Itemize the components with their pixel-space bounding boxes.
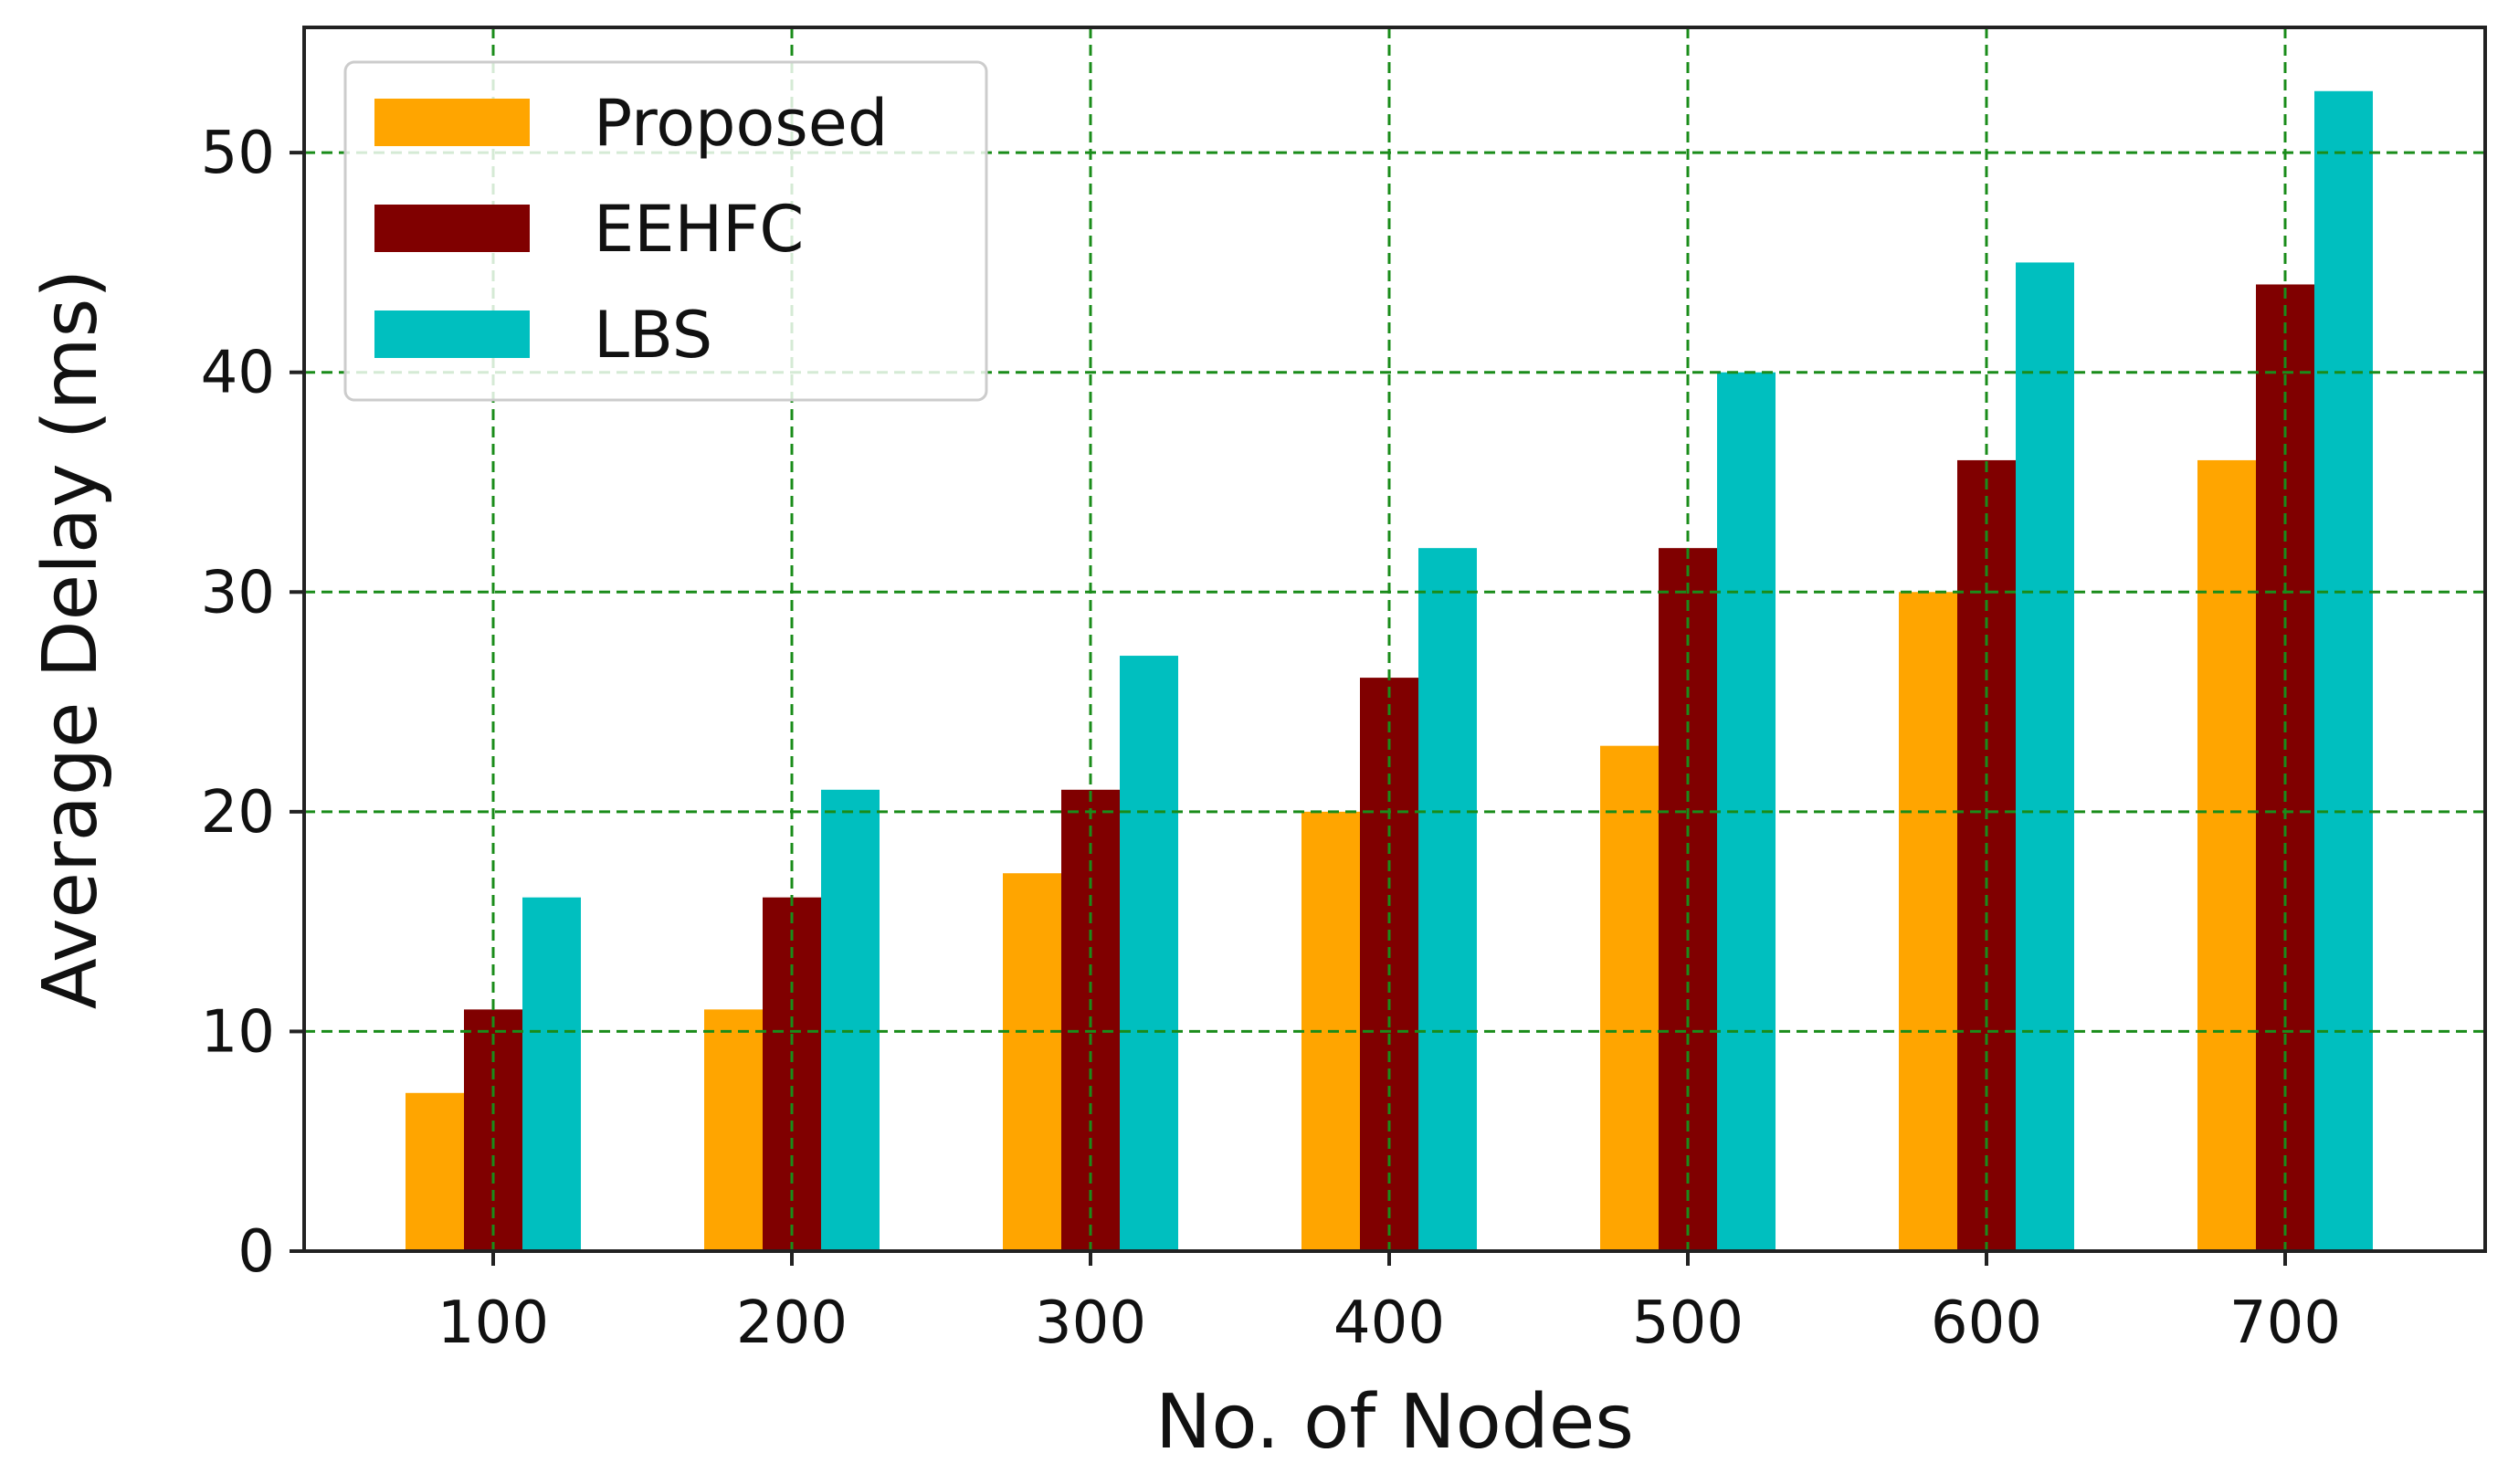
bar-proposed-200 xyxy=(704,1009,763,1251)
y-tick-label-50: 50 xyxy=(201,120,275,187)
bar-lbs-600 xyxy=(2016,262,2074,1251)
y-tick-label-20: 20 xyxy=(201,779,275,847)
bar-proposed-100 xyxy=(406,1092,464,1251)
bar-proposed-600 xyxy=(1899,592,1957,1251)
bar-proposed-700 xyxy=(2197,459,2256,1251)
x-tick-label-700: 700 xyxy=(2229,1289,2341,1357)
y-axis-ticks: 0 10 20 30 40 50 xyxy=(201,120,304,1286)
legend-swatch-lbs xyxy=(374,310,530,358)
y-tick-label-0: 0 xyxy=(237,1218,275,1286)
legend-label-lbs: LBS xyxy=(594,298,712,373)
bar-proposed-300 xyxy=(1003,873,1061,1251)
grid-lines xyxy=(304,27,2485,1251)
y-tick-label-10: 10 xyxy=(201,998,275,1066)
plot-frame xyxy=(302,26,2487,1253)
x-axis-ticks: 100 200 300 400 500 600 700 xyxy=(437,1251,2341,1357)
x-tick-label-500: 500 xyxy=(1632,1289,1744,1357)
bar-lbs-100 xyxy=(522,897,581,1251)
y-axis-label: Average Delay (ms) xyxy=(27,269,114,1010)
x-tick-label-400: 400 xyxy=(1333,1289,1445,1357)
legend: Proposed EEHFC LBS xyxy=(343,60,988,402)
bar-lbs-400 xyxy=(1418,548,1477,1251)
bar-lbs-700 xyxy=(2314,90,2373,1252)
legend-label-eehfc: EEHFC xyxy=(594,192,804,267)
bar-eehfc-600 xyxy=(1957,459,2016,1251)
y-tick-label-30: 30 xyxy=(201,559,275,626)
x-tick-label-100: 100 xyxy=(437,1289,549,1357)
x-tick-label-600: 600 xyxy=(1931,1289,2042,1357)
bar-lbs-300 xyxy=(1120,656,1178,1251)
legend-label-proposed: Proposed xyxy=(594,86,888,161)
y-tick-label-40: 40 xyxy=(201,340,275,407)
legend-swatch-eehfc xyxy=(374,205,530,252)
x-tick-label-300: 300 xyxy=(1035,1289,1146,1357)
x-axis-label: No. of Nodes xyxy=(1155,1379,1634,1466)
bar-lbs-200 xyxy=(821,789,880,1251)
legend-swatch-proposed xyxy=(374,99,530,146)
bar-proposed-500 xyxy=(1600,745,1659,1251)
x-tick-label-200: 200 xyxy=(736,1289,848,1357)
